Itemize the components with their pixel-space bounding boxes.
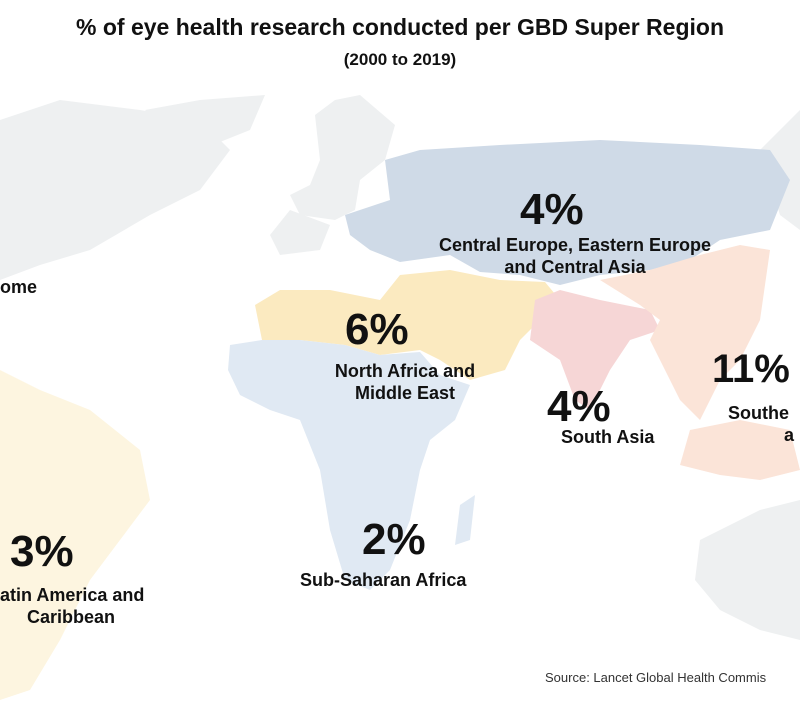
- label-latin-america-line2: Caribbean: [27, 607, 116, 627]
- pct-southeast-asia: 11%: [712, 347, 790, 391]
- pct-central-europe: 4%: [520, 185, 584, 234]
- pct-south-asia: 4%: [547, 382, 611, 431]
- label-line: and Central Asia: [504, 257, 646, 277]
- label-latin-america-line1: atin America and: [0, 585, 145, 605]
- label-line: Central Europe, Eastern Europe: [438, 235, 712, 255]
- label-south-asia: South Asia: [561, 427, 655, 447]
- region-southeast-asia: [600, 245, 770, 420]
- label-southeast-asia-line2: a: [784, 425, 795, 445]
- pct-latin-america: 3%: [10, 527, 74, 576]
- madagascar: [455, 495, 475, 545]
- region-north-africa: [255, 270, 560, 380]
- label-line: Middle East: [354, 383, 456, 403]
- source-note: Source: Lancet Global Health Commis: [545, 670, 767, 685]
- label-high-income: ome: [0, 277, 38, 297]
- region-south-asia: [530, 290, 660, 410]
- region-southeast-asia-islands: [680, 420, 800, 480]
- label-sub-saharan: Sub-Saharan Africa: [300, 570, 467, 590]
- region-latin-america: [0, 370, 150, 700]
- label-southeast-asia-line1: Southe: [728, 403, 789, 423]
- pct-north-africa: 6%: [345, 305, 409, 354]
- region-central-europe: [345, 140, 790, 285]
- region-high-income: [0, 95, 800, 640]
- chart-subtitle: (2000 to 2019): [343, 50, 457, 69]
- pct-sub-saharan: 2%: [362, 515, 426, 564]
- chart-title: % of eye health research conducted per G…: [76, 14, 724, 40]
- label-central-europe: Central Europe, Eastern Europe and Centr…: [410, 234, 740, 278]
- region-sub-saharan: [228, 340, 470, 590]
- label-north-africa: North Africa and Middle East: [305, 360, 505, 404]
- label-line: North Africa and: [334, 361, 476, 381]
